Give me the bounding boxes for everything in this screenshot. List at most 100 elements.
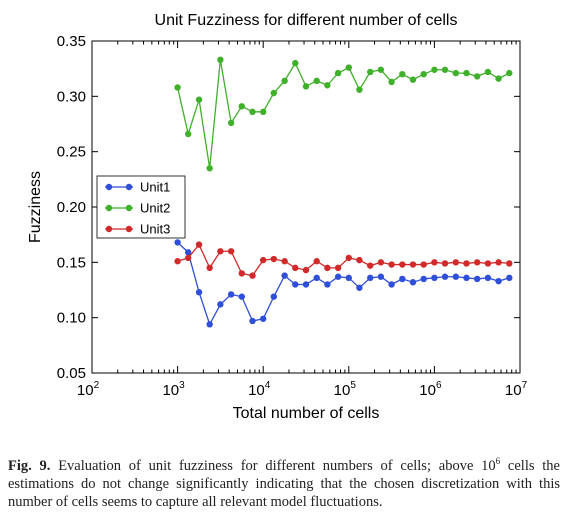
data-point [473,259,481,266]
data-point [388,78,395,86]
data-point [334,69,342,77]
data-point [452,69,460,77]
legend-marker [125,225,133,233]
x-tick-label: 105 [334,380,357,399]
legend-item: Unit2 [105,201,170,216]
data-point [174,239,181,246]
data-point [281,258,288,265]
series-Unit1 [174,239,513,328]
data-point [495,259,502,266]
data-point [484,274,492,282]
series-line [177,241,510,326]
data-point [260,108,267,116]
x-tick-label-base: 10 [419,382,436,399]
caption-text-1: Evaluation of unit fuzziness for differe… [50,458,496,474]
data-point [463,274,470,282]
data-point [473,73,481,80]
data-point [495,75,502,82]
data-point [345,274,352,282]
data-point [399,71,406,78]
x-tick-label-base: 10 [334,382,351,399]
data-point [195,96,203,103]
data-point [217,301,224,308]
data-point [420,71,427,78]
data-point [377,273,385,280]
legend-item: Unit3 [105,222,170,237]
data-point [506,260,513,267]
caption-superscript: 6 [495,456,501,467]
data-point [345,254,352,262]
data-point [463,69,470,77]
line-chart: Unit Fuzziness for different number of c… [27,12,528,422]
data-point [506,274,513,282]
x-tick-label-exponent: 7 [522,380,528,391]
data-point [495,277,502,285]
data-point [206,264,213,272]
data-point [356,284,363,291]
data-point [249,317,256,325]
data-point [409,76,417,83]
data-point [270,89,278,97]
legend-label: Unit3 [140,222,170,237]
data-point [473,275,481,283]
data-point [324,264,331,272]
data-point [281,77,288,85]
data-point [249,108,256,116]
data-point [399,275,406,283]
data-point [260,315,267,322]
data-point [238,103,245,110]
data-point [431,66,438,73]
data-point [431,274,438,282]
data-point [238,270,245,277]
x-tick-label-base: 10 [505,382,522,399]
data-point [302,281,310,288]
y-axis: 0.05 0.10 0.15 0.20 0.25 0.30 0.35 [57,33,520,382]
data-point [441,273,449,280]
data-point [356,256,363,264]
x-tick-label-exponent: 4 [265,380,271,391]
legend-label: Unit1 [140,180,170,195]
y-tick-label: 0.10 [57,310,86,327]
legend-marker [125,183,133,191]
y-tick-label: 0.25 [57,144,86,161]
data-point [388,261,395,268]
data-point [249,272,256,279]
legend-marker [105,225,113,233]
data-point [292,59,299,67]
series-Unit2 [174,56,513,172]
y-tick-label: 0.15 [57,254,86,271]
data-point [409,279,417,286]
data-point [420,261,427,268]
data-point [463,260,470,267]
legend-label: Unit2 [140,201,170,216]
legend-marker [105,183,113,191]
data-point [420,275,427,283]
data-point [367,262,374,269]
legend: Unit1 Unit2 Unit3 [96,175,186,239]
data-point [292,264,299,272]
x-tick-label: 102 [77,380,100,399]
data-point [195,241,203,248]
data-point [206,165,213,172]
caption-label: Fig. 9. [8,458,51,474]
data-point [195,289,203,296]
series-Unit3 [174,241,513,279]
series-line [177,243,510,277]
data-point [388,281,395,288]
data-point [345,64,352,71]
data-point [217,248,224,255]
data-point [185,254,192,262]
x-axis: 102 103 104 105 106 107 [77,41,528,399]
data-point [302,266,310,274]
legend-item: Unit1 [105,180,170,195]
data-point [441,260,449,267]
data-point [324,82,331,89]
x-tick-label-base: 10 [162,382,179,399]
data-point [431,259,438,266]
data-point [185,249,192,256]
data-point [484,260,492,267]
y-tick-label: 0.35 [57,33,86,50]
data-point [302,83,310,90]
x-tick-label: 103 [162,380,185,399]
data-point [452,273,460,280]
